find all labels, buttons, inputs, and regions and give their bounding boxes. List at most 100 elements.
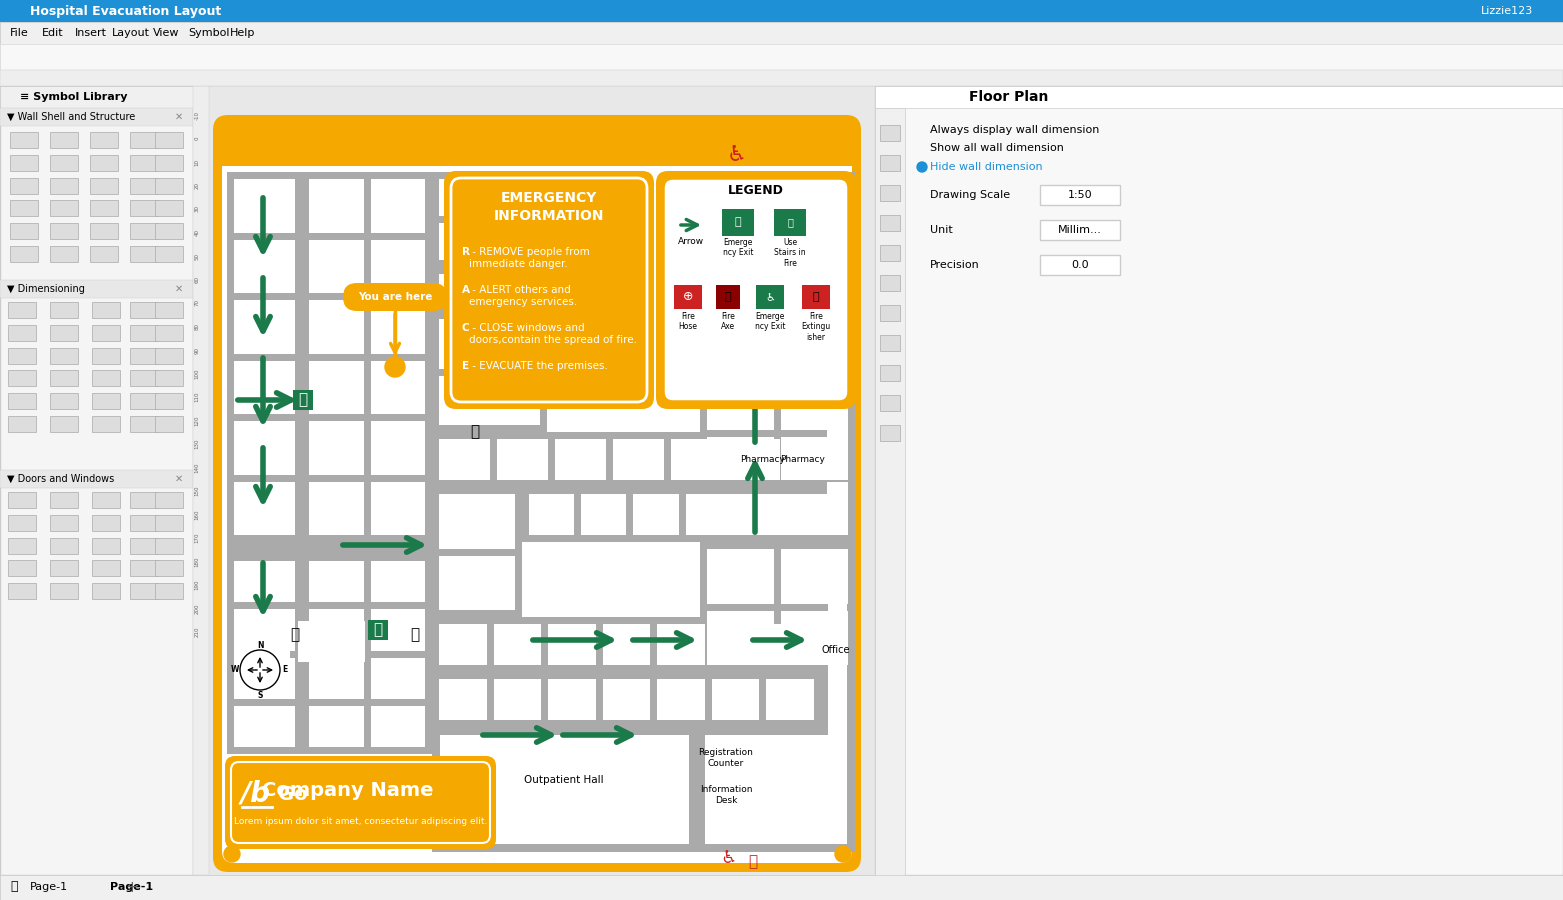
Text: - REMOVE people from
immediate danger.: - REMOVE people from immediate danger.: [469, 247, 589, 269]
Bar: [706, 549, 774, 604]
Bar: [766, 679, 814, 720]
Text: File: File: [9, 28, 28, 38]
Bar: [234, 658, 295, 698]
Bar: [789, 494, 835, 535]
Text: 230: 230: [744, 76, 755, 80]
Bar: [130, 515, 158, 531]
Bar: [92, 416, 120, 432]
Bar: [821, 172, 855, 542]
Bar: [706, 308, 774, 365]
Bar: [192, 70, 875, 86]
Bar: [130, 178, 158, 194]
Bar: [234, 421, 295, 474]
Bar: [706, 243, 774, 301]
Bar: [130, 492, 158, 508]
Bar: [155, 178, 183, 194]
Bar: [92, 393, 120, 409]
Bar: [0, 875, 1563, 900]
Bar: [192, 86, 209, 875]
Bar: [439, 679, 486, 720]
Text: EVACUATION DIAGRAM: EVACUATION DIAGRAM: [341, 133, 730, 163]
Bar: [9, 178, 38, 194]
Text: 10: 10: [228, 76, 236, 80]
Bar: [370, 421, 425, 474]
Bar: [431, 432, 846, 487]
Text: Hide wall dimension: Hide wall dimension: [930, 162, 1043, 172]
Text: 0.0: 0.0: [1071, 260, 1089, 270]
Text: R: R: [463, 247, 470, 257]
Text: - CLOSE windows and
doors,contain the spread of fire.: - CLOSE windows and doors,contain the sp…: [469, 323, 638, 345]
Text: 250: 250: [791, 76, 802, 80]
Bar: [8, 583, 36, 599]
Bar: [706, 494, 749, 535]
Bar: [441, 735, 689, 844]
Circle shape: [224, 129, 241, 145]
Bar: [431, 172, 547, 267]
Bar: [227, 614, 372, 669]
Text: Company Name: Company Name: [263, 781, 435, 800]
Bar: [92, 583, 120, 599]
Bar: [130, 246, 158, 262]
Bar: [192, 86, 875, 875]
Text: 200: 200: [674, 76, 685, 80]
Bar: [50, 302, 78, 318]
Text: Fire
Hose: Fire Hose: [678, 312, 697, 331]
Bar: [92, 560, 120, 576]
Text: 150: 150: [556, 76, 567, 80]
Bar: [155, 246, 183, 262]
Text: 120: 120: [485, 76, 497, 80]
Text: EMERGENCY
INFORMATION: EMERGENCY INFORMATION: [494, 192, 605, 222]
Bar: [0, 70, 1563, 86]
Text: 130: 130: [194, 439, 200, 449]
Text: 80: 80: [394, 76, 400, 80]
FancyBboxPatch shape: [452, 178, 647, 402]
Text: 0: 0: [206, 76, 211, 80]
Bar: [370, 706, 425, 747]
Circle shape: [224, 846, 241, 862]
Bar: [8, 515, 36, 531]
Bar: [92, 348, 120, 364]
Text: ✕: ✕: [175, 284, 183, 294]
Bar: [1039, 220, 1121, 240]
Text: 40: 40: [299, 76, 306, 80]
Bar: [756, 285, 785, 309]
Bar: [130, 223, 158, 239]
Text: 🏃: 🏃: [374, 623, 383, 637]
Bar: [722, 209, 753, 236]
Bar: [155, 155, 183, 171]
Bar: [1039, 255, 1121, 275]
Bar: [91, 132, 117, 148]
Bar: [700, 172, 855, 212]
Bar: [8, 348, 36, 364]
Bar: [880, 125, 900, 141]
Text: 180: 180: [627, 76, 638, 80]
Bar: [439, 439, 489, 480]
Bar: [309, 609, 364, 651]
Bar: [8, 560, 36, 576]
Text: You are here: You are here: [358, 292, 433, 302]
Bar: [780, 179, 849, 205]
Bar: [700, 542, 855, 672]
Bar: [0, 86, 192, 108]
Text: Information
Desk: Information Desk: [700, 785, 752, 805]
Bar: [774, 209, 807, 236]
Bar: [155, 325, 183, 341]
Bar: [439, 555, 514, 610]
Bar: [706, 179, 772, 205]
Text: 260: 260: [814, 76, 825, 80]
Bar: [528, 494, 574, 535]
Text: 110: 110: [194, 392, 200, 402]
Bar: [431, 312, 547, 432]
Bar: [431, 727, 697, 852]
Circle shape: [835, 129, 850, 145]
Bar: [92, 538, 120, 554]
Text: Outpatient Hall: Outpatient Hall: [524, 775, 603, 785]
FancyBboxPatch shape: [444, 171, 653, 409]
Bar: [0, 22, 1563, 44]
Bar: [522, 487, 842, 542]
Bar: [370, 658, 425, 698]
Bar: [50, 223, 78, 239]
Bar: [706, 179, 774, 237]
Text: 20: 20: [252, 76, 259, 80]
Text: 70: 70: [194, 300, 200, 307]
